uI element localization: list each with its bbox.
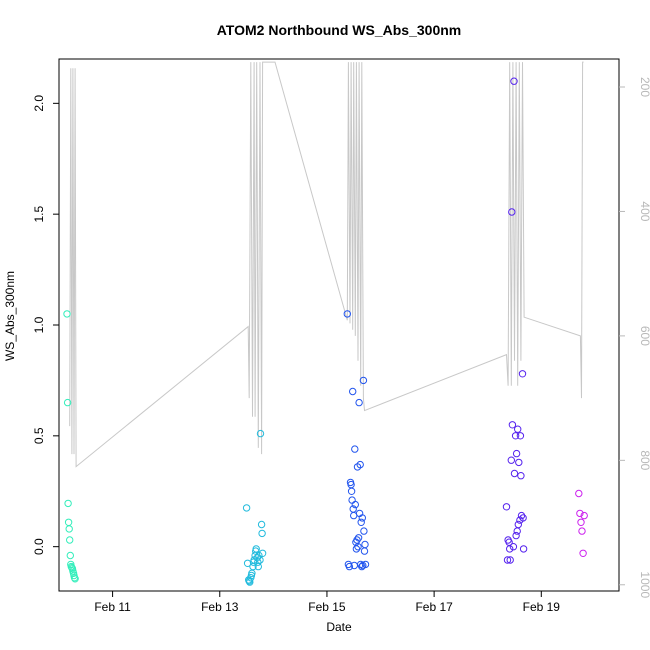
data-point [580, 511, 588, 520]
plot-area: Feb 11 Feb 13 Feb 15 Feb 17 Feb 19 0.0 0.5 1.0 1… [32, 58, 650, 614]
data-point [519, 545, 528, 553]
data-point [258, 549, 267, 557]
data-point [508, 421, 517, 429]
data-point [577, 518, 585, 526]
data-point [256, 429, 265, 438]
data-point [349, 387, 357, 396]
data-point [358, 514, 366, 522]
right-y-tick-label: 1000 [638, 571, 650, 598]
data-point [356, 460, 364, 469]
right-y-tick-label: 200 [638, 77, 650, 97]
data-point [65, 525, 73, 533]
data-point [509, 543, 518, 551]
data-point [512, 449, 521, 458]
data-point [354, 534, 363, 542]
series-5 [575, 489, 588, 557]
data-point [246, 578, 254, 586]
data-point [508, 208, 516, 216]
x-tick-label: Feb 13 [201, 600, 239, 614]
right-y-tick-label: 800 [638, 450, 650, 470]
x-tick-label: Feb 15 [308, 600, 346, 614]
data-point [258, 529, 266, 538]
data-point [66, 536, 74, 544]
data-point [512, 531, 520, 540]
data-point [578, 527, 586, 535]
data-point [515, 458, 523, 467]
data-point [506, 545, 514, 553]
x-tick-label: Feb 17 [415, 600, 453, 614]
data-point [507, 456, 515, 464]
y-tick-label: 0.5 [32, 427, 46, 444]
data-point [66, 551, 75, 560]
data-point [360, 527, 368, 535]
data-point [517, 472, 525, 480]
data-point [351, 445, 359, 453]
data-point [345, 562, 354, 571]
data-point [242, 504, 251, 512]
series-3 [343, 310, 370, 571]
y-axis-label: WS_Abs_300nm [3, 271, 17, 361]
x-tick-label: Feb 11 [94, 600, 131, 614]
data-point [358, 562, 366, 571]
data-point [252, 545, 260, 553]
data-point [506, 556, 514, 564]
data-point [517, 511, 526, 520]
data-point [511, 432, 520, 440]
x-axis-label: Date [326, 620, 352, 634]
data-point [343, 310, 351, 318]
data-point [361, 560, 370, 569]
data-point [347, 487, 356, 495]
data-point [352, 545, 361, 553]
data-point [71, 575, 79, 583]
y-tick-label: 2.0 [32, 95, 46, 112]
data-point [514, 425, 522, 433]
data-point [357, 518, 365, 526]
data-point [516, 432, 525, 440]
data-point [518, 370, 527, 378]
data-point [255, 551, 263, 560]
data-point [354, 543, 362, 551]
data-point [355, 398, 363, 407]
x-tick-label: Feb 19 [523, 600, 561, 614]
data-point [256, 556, 264, 564]
data-point [257, 520, 266, 529]
series-2 [242, 429, 267, 586]
y-tick-label: 0.0 [32, 538, 46, 555]
right-y-tick-label: 600 [638, 326, 650, 346]
right-axis-series-line [69, 61, 584, 468]
data-point [63, 310, 71, 318]
series-4 [502, 77, 528, 564]
data-point [351, 500, 359, 509]
data-point [575, 489, 583, 498]
y-tick-label: 1.0 [32, 316, 46, 333]
data-point [63, 398, 72, 407]
right-y-tick-label: 400 [638, 201, 650, 221]
data-point [519, 514, 527, 522]
data-point [361, 540, 369, 549]
data-point [510, 77, 518, 85]
data-point [64, 499, 72, 508]
chart-title: ATOM2 Northbound WS_Abs_300nm [217, 22, 462, 38]
data-point [510, 469, 519, 478]
data-point [514, 520, 522, 529]
data-point [579, 549, 587, 557]
data-point [576, 509, 584, 518]
series-1 [63, 310, 79, 583]
y-tick-label: 1.5 [32, 206, 46, 223]
data-point [502, 503, 511, 511]
data-point [503, 556, 512, 564]
data-point [254, 562, 262, 571]
data-point [359, 376, 368, 385]
